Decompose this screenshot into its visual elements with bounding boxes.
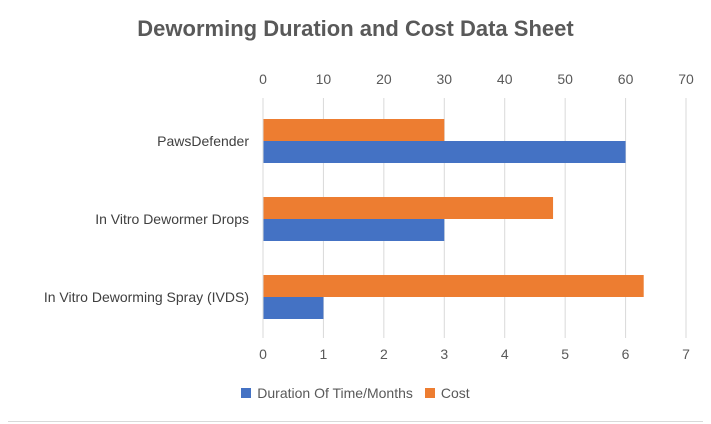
bottom-axis-tick-label: 6: [622, 346, 630, 362]
legend: Duration Of Time/Months Cost: [0, 385, 711, 401]
bottom-axis-tick-label: 3: [440, 346, 448, 362]
bottom-axis-tick-label: 4: [501, 346, 509, 362]
top-axis-tick-label: 50: [557, 71, 573, 87]
bar-cost: [263, 119, 445, 141]
bar-duration: [263, 297, 324, 319]
bottom-axis-tick-label: 2: [380, 346, 388, 362]
chart-title: Deworming Duration and Cost Data Sheet: [137, 16, 574, 41]
top-axis-tick-label: 70: [678, 71, 694, 87]
category-label: In Vitro Dewormer Drops: [95, 211, 249, 227]
bottom-axis-tick-label: 1: [320, 346, 328, 362]
legend-item-cost: Cost: [424, 385, 470, 401]
legend-label-cost: Cost: [440, 385, 470, 401]
legend-swatch-cost: [424, 388, 435, 398]
bottom-axis-tick-label: 7: [682, 346, 690, 362]
top-axis-tick-label: 10: [316, 71, 332, 87]
top-axis-tick-label: 60: [618, 71, 634, 87]
category-label: PawsDefender: [157, 133, 249, 149]
legend-item-duration: Duration Of Time/Months: [241, 385, 413, 401]
top-axis-tick-label: 0: [259, 71, 267, 87]
top-axis-tick-label: 20: [376, 71, 392, 87]
bottom-axis-tick-label: 5: [561, 346, 569, 362]
bottom-divider: [8, 421, 703, 422]
top-axis-tick-label: 30: [436, 71, 452, 87]
category-label: In Vitro Deworming Spray (IVDS): [44, 289, 249, 305]
legend-swatch-duration: [241, 388, 252, 398]
bar-duration: [263, 141, 626, 163]
legend-label-duration: Duration Of Time/Months: [257, 385, 413, 401]
top-axis-tick-label: 40: [497, 71, 513, 87]
bar-cost: [263, 275, 644, 297]
bar-duration: [263, 219, 445, 241]
bar-cost: [263, 197, 554, 219]
bottom-axis-tick-label: 0: [259, 346, 267, 362]
